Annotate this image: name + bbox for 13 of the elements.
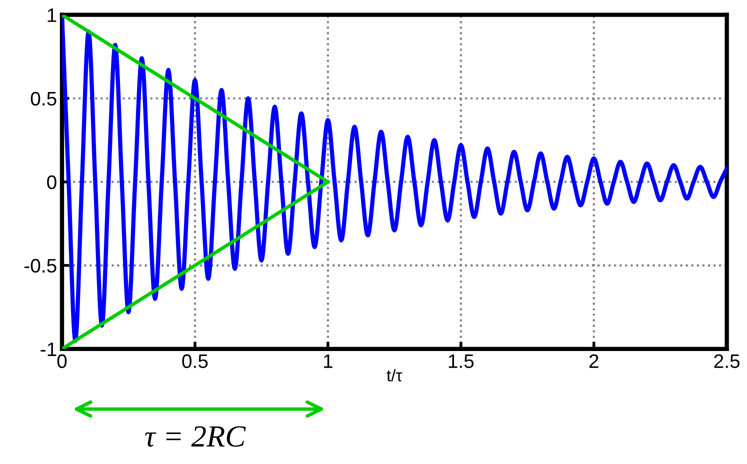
- x-tick-label: 0.5: [182, 354, 208, 368]
- x-tick-label: 1: [324, 354, 332, 368]
- x-tick-label: 0: [57, 354, 67, 368]
- y-tick-label: 0.5: [30, 92, 56, 106]
- y-tick-label: -0.5: [24, 258, 56, 273]
- y-tick-label: -1: [40, 342, 56, 356]
- y-tick-label: 1: [48, 8, 56, 22]
- x-tick-label: 2: [589, 354, 598, 368]
- x-tick-label: 2.5: [714, 354, 740, 368]
- x-axis-title: t/τ: [386, 369, 402, 382]
- x-tick-label: 1.5: [448, 354, 474, 368]
- y-tick-label: 0: [47, 175, 56, 190]
- text: τ = 2RC: [145, 426, 246, 447]
